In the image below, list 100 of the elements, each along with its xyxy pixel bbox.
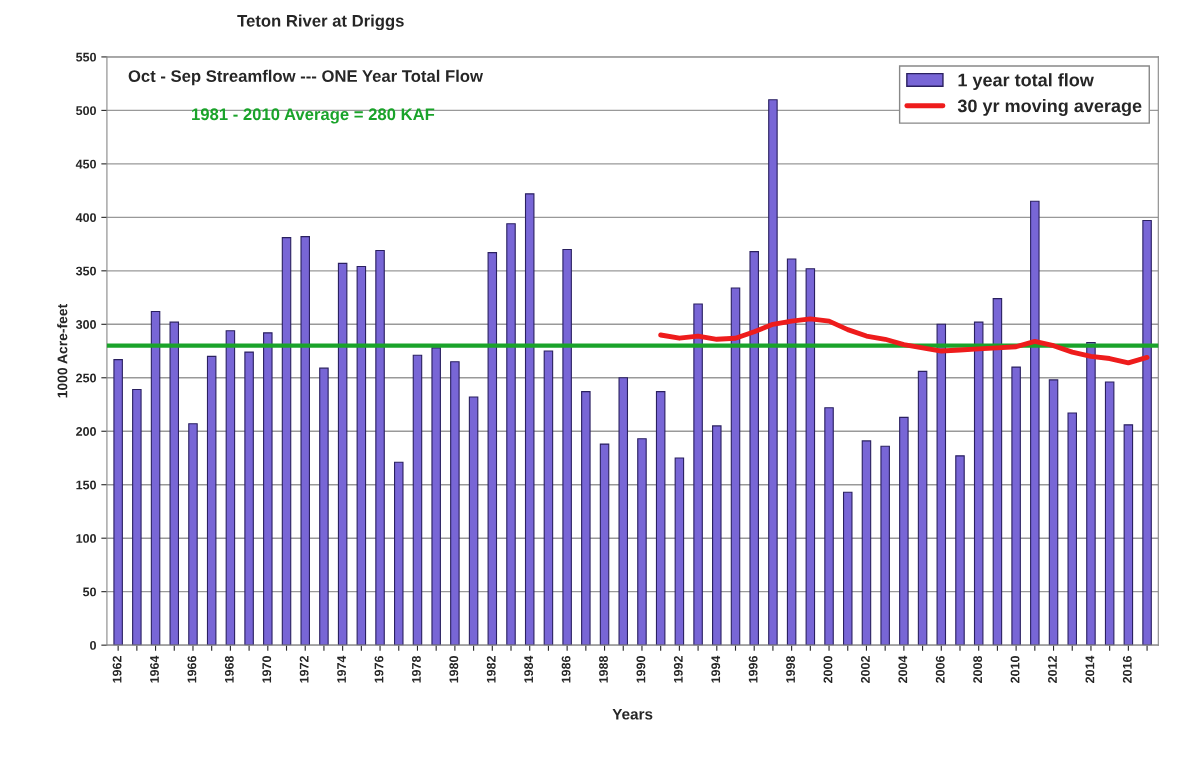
bar <box>300 236 310 646</box>
y-tick-label: 300 <box>75 320 96 329</box>
bar <box>206 355 217 646</box>
bar <box>506 223 516 646</box>
x-tick-label: 2010 <box>1010 656 1020 683</box>
text: Oct - Sep Streamflow --- ONE Year Total Flow <box>128 69 483 86</box>
bar <box>263 332 273 646</box>
bar <box>113 359 123 646</box>
bar <box>917 370 928 646</box>
ref-line-label: 1981 - 2010 Average = 280 KAF <box>192 108 435 124</box>
bar <box>824 407 834 646</box>
bar <box>768 99 778 646</box>
bar <box>861 440 872 646</box>
x-tick-label: 2002 <box>860 656 870 683</box>
legend-label: 1 year total flow <box>958 73 1094 91</box>
bar <box>487 252 498 646</box>
bar <box>412 354 423 646</box>
bar <box>599 443 610 646</box>
bar <box>188 423 198 646</box>
y-tick-label: 200 <box>76 427 96 436</box>
y-axis-title: 1000 Acre-feet <box>57 303 68 398</box>
bar <box>842 491 853 646</box>
y-tick-label: 50 <box>82 587 96 597</box>
bar <box>1123 424 1134 646</box>
x-tick-label: 1994 <box>711 655 721 683</box>
bar <box>319 367 329 646</box>
x-tick-label: 1968 <box>224 655 234 683</box>
bar <box>169 321 180 646</box>
x-tick-label: 2006 <box>935 656 945 683</box>
x-tick-label: 2008 <box>973 655 983 683</box>
line-series <box>658 316 1150 366</box>
bar <box>543 350 554 646</box>
chart-title: Teton River at Driggs <box>237 14 404 31</box>
bar <box>880 445 890 646</box>
bar <box>992 298 1003 646</box>
y-tick-label: 500 <box>76 106 96 116</box>
bar <box>655 391 666 646</box>
bar <box>1030 200 1040 646</box>
bar <box>431 347 441 646</box>
bar <box>1104 381 1115 646</box>
y-tick-label: 450 <box>75 159 96 169</box>
y-tick-label: 100 <box>76 534 96 543</box>
x-tick-label: 2004 <box>898 655 908 683</box>
bar <box>468 396 479 646</box>
bar <box>899 416 909 646</box>
y-tick-label: 350 <box>75 266 96 276</box>
bar <box>805 268 816 646</box>
bar <box>973 321 984 646</box>
x-tick-label: 1982 <box>486 656 496 683</box>
bar <box>749 251 759 646</box>
bar <box>730 287 741 646</box>
bar <box>356 265 367 646</box>
x-tick-label: 1996 <box>748 656 758 683</box>
bar <box>393 461 404 646</box>
y-tick-label: 0 <box>90 640 96 650</box>
x-tick-label: 1966 <box>187 656 197 683</box>
bar <box>562 248 572 646</box>
y-tick-label: 250 <box>76 373 96 383</box>
x-tick-label: 1990 <box>636 656 646 683</box>
bar <box>1086 341 1096 646</box>
bar <box>524 193 535 646</box>
x-tick-label: 2014 <box>1085 655 1095 683</box>
x-tick-label: 1962 <box>112 656 122 683</box>
bar <box>693 303 703 646</box>
bar <box>618 377 629 646</box>
bar <box>637 438 647 646</box>
y-tick-label: 550 <box>76 52 96 62</box>
legend-label: 30 yr moving average <box>957 99 1142 116</box>
bar <box>1067 412 1078 646</box>
bar <box>150 310 161 646</box>
bar <box>1048 379 1059 646</box>
x-tick-label: 1972 <box>299 656 309 683</box>
bar <box>281 237 292 646</box>
bar <box>1142 220 1152 646</box>
y-tick-label: 400 <box>75 213 96 222</box>
y-tick-label: 150 <box>76 480 96 490</box>
x-tick-label: 2000 <box>823 656 833 683</box>
bar <box>132 388 142 646</box>
x-axis-title: Years <box>612 708 653 720</box>
bar <box>955 455 965 646</box>
x-tick-label: 1988 <box>599 655 608 683</box>
x-tick-label: 1980 <box>449 656 459 683</box>
bar <box>786 258 797 646</box>
x-tick-label: 1984 <box>524 655 534 683</box>
bar <box>1011 366 1021 646</box>
x-tick-label: 1986 <box>561 656 571 683</box>
bar <box>225 330 236 646</box>
x-tick-label: 1964 <box>150 655 159 683</box>
x-tick-label: 1998 <box>786 655 795 683</box>
bar <box>936 323 947 646</box>
x-tick-label: 2012 <box>1048 656 1057 683</box>
x-tick-label: 2016 <box>1122 656 1132 683</box>
bar <box>450 361 460 646</box>
x-tick-label: 1970 <box>262 656 272 683</box>
bar <box>337 262 348 646</box>
bar <box>581 391 591 646</box>
x-tick-label: 1992 <box>673 656 683 683</box>
bar <box>712 425 722 646</box>
x-tick-label: 1976 <box>374 656 384 683</box>
bar <box>375 249 385 646</box>
